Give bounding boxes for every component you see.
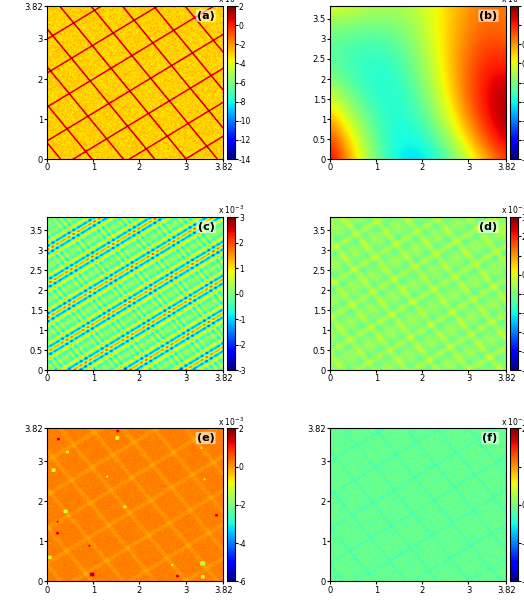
Text: (c): (c): [198, 222, 214, 232]
Title: x 10$^{-3}$: x 10$^{-3}$: [218, 204, 244, 217]
Text: (b): (b): [479, 11, 497, 21]
Text: (f): (f): [482, 433, 497, 443]
Title: x 10$^{-3}$: x 10$^{-3}$: [501, 415, 524, 428]
Text: (a): (a): [197, 11, 214, 21]
Title: x 10$^{-3}$: x 10$^{-3}$: [501, 0, 524, 6]
Text: (d): (d): [479, 222, 497, 232]
Title: x 10$^{-3}$: x 10$^{-3}$: [218, 0, 244, 6]
Title: x 10$^{-3}$: x 10$^{-3}$: [218, 415, 244, 428]
Text: (e): (e): [197, 433, 214, 443]
Title: x 10$^{-3}$: x 10$^{-3}$: [501, 204, 524, 217]
